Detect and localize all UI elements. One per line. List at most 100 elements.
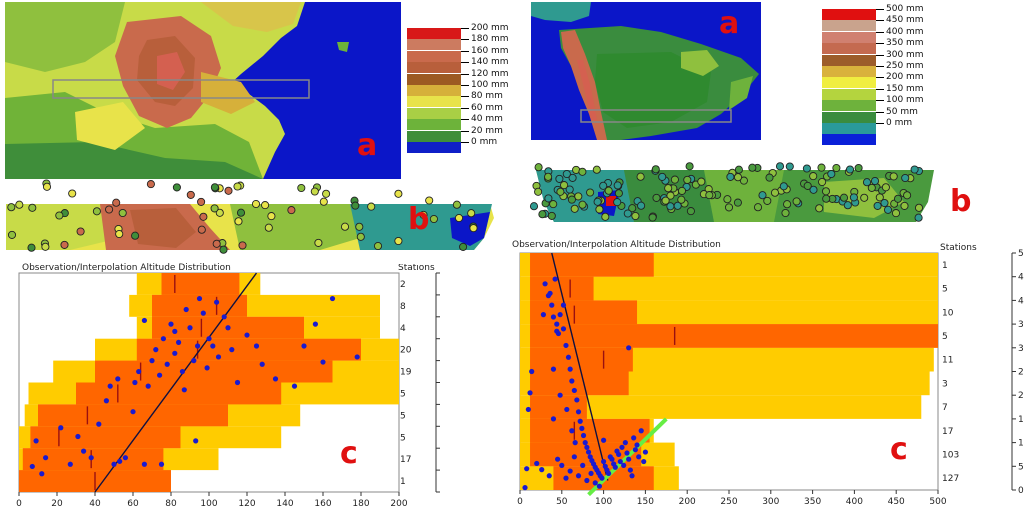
station-marker <box>900 201 909 210</box>
right-data-point <box>555 456 561 462</box>
left-station-count: 5 <box>400 389 406 399</box>
left-legend-tick <box>461 130 469 132</box>
left-legend-label: 140 mm <box>471 57 509 68</box>
station-marker <box>7 203 16 212</box>
right-data-point <box>571 454 577 460</box>
station-marker <box>27 243 36 252</box>
station-marker <box>264 223 273 232</box>
station-marker <box>779 182 788 191</box>
right-y-tick-label: 4000 <box>1018 296 1024 306</box>
right-data-point <box>554 321 560 327</box>
left-legend-label: 40 mm <box>471 114 503 125</box>
right-x-tick-label: 0 <box>517 497 523 507</box>
station-marker <box>802 164 811 173</box>
station-marker <box>578 200 587 209</box>
left-legend-tick <box>461 50 469 52</box>
right-x-tick-label: 400 <box>846 497 863 507</box>
right-data-point <box>626 345 632 351</box>
station-marker <box>651 165 660 174</box>
left-legend-swatch <box>407 96 461 108</box>
station-marker <box>267 212 276 221</box>
right-legend: 500 mm 450 mm 400 mm 350 mm 300 mm 250 mm 200 … <box>822 4 924 149</box>
left-station-count: 17 <box>400 455 411 465</box>
station-marker <box>567 195 576 204</box>
station-marker <box>733 198 742 207</box>
right-legend-tick <box>876 31 884 33</box>
left-data-point <box>141 317 147 324</box>
station-marker <box>770 188 780 197</box>
right-data-point <box>612 464 618 470</box>
right-green-line <box>587 417 668 497</box>
station-marker <box>821 187 831 196</box>
left-x-tick-label: 120 <box>238 499 255 509</box>
left-data-point <box>67 461 73 467</box>
left-station-count: 1 <box>400 477 406 487</box>
right-y-tick-label: 3500 <box>1018 320 1024 330</box>
right-legend-label: 450 mm <box>886 15 924 26</box>
station-marker <box>469 224 478 233</box>
right-legend-swatch <box>822 43 876 55</box>
right-strip-b <box>524 162 944 230</box>
left-strip-b <box>0 178 500 260</box>
right-legend-tick <box>876 88 884 90</box>
right-x-tick-label: 300 <box>762 497 779 507</box>
station-marker <box>648 213 657 222</box>
station-marker <box>753 203 763 212</box>
station-marker <box>763 196 772 205</box>
right-data-point <box>542 281 548 287</box>
left-data-point <box>354 354 360 360</box>
left-legend-label: 20 mm <box>471 125 503 136</box>
right-data-point <box>550 416 557 422</box>
right-data-point <box>525 406 531 413</box>
right-data-point <box>540 312 547 318</box>
left-legend-tick <box>461 107 469 109</box>
right-data-point <box>575 409 582 415</box>
station-marker <box>783 200 792 209</box>
left-chart-title: Observation/Interpolation Altitude Distr… <box>22 263 231 273</box>
right-data-point <box>609 456 615 462</box>
right-data-point <box>584 477 590 484</box>
station-marker <box>322 189 331 198</box>
station-marker <box>538 210 547 219</box>
station-marker <box>287 206 296 215</box>
left-data-point <box>244 332 250 338</box>
station-marker <box>854 163 863 173</box>
station-marker <box>210 183 219 192</box>
right-data-point <box>642 449 648 455</box>
right-data-point <box>550 314 557 320</box>
left-data-point <box>39 471 45 477</box>
right-data-point <box>569 428 575 434</box>
right-x-tick-label: 150 <box>637 497 654 507</box>
station-marker <box>880 198 889 208</box>
station-marker <box>419 210 428 219</box>
station-marker <box>652 193 661 202</box>
right-station-count: 127 <box>942 474 959 484</box>
station-marker <box>394 189 403 198</box>
station-marker <box>131 231 140 240</box>
left-data-point <box>158 461 165 467</box>
station-marker <box>562 169 571 179</box>
left-observed-band <box>95 360 333 383</box>
station-marker <box>677 186 687 195</box>
left-x-tick-label: 0 <box>16 499 22 509</box>
right-x-tick-label: 450 <box>888 497 905 507</box>
station-marker <box>685 162 694 171</box>
station-marker <box>914 203 924 212</box>
right-observed-band <box>530 253 654 277</box>
right-y-tick-label: 1500 <box>1018 415 1024 425</box>
right-observed-band <box>530 371 629 396</box>
station-marker <box>739 176 748 185</box>
right-data-point <box>527 390 533 396</box>
right-legend-tick <box>876 100 884 102</box>
right-data-point <box>571 387 577 394</box>
right-x-tick-label: 350 <box>804 497 821 507</box>
station-marker <box>873 201 882 210</box>
right-legend-tick <box>876 54 884 56</box>
right-legend-swatch <box>822 31 876 43</box>
right-station-count: 11 <box>942 356 953 366</box>
left-data-point <box>141 461 147 467</box>
right-data-point <box>634 442 640 448</box>
station-marker <box>454 213 464 223</box>
station-marker <box>792 197 801 206</box>
